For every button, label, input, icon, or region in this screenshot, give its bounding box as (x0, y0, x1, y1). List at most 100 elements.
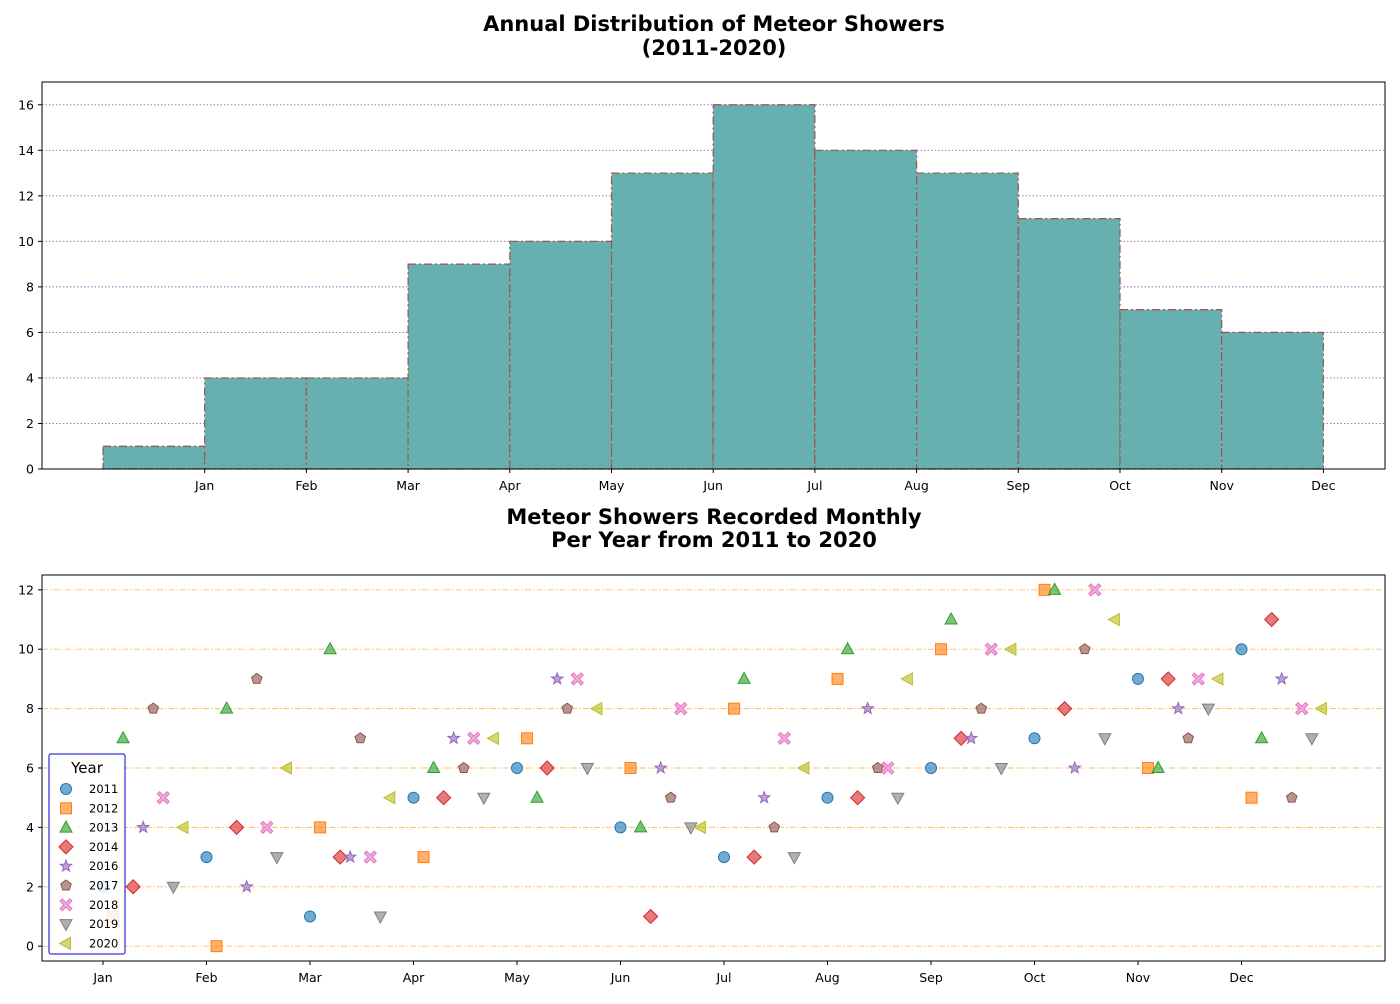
chart-1-bar (1119, 309, 1223, 470)
chart-2-point (210, 940, 223, 953)
chart-2-point (239, 879, 254, 893)
chart-2-point (1132, 672, 1144, 685)
chart-2-point (737, 671, 751, 684)
chart-1-bar (1221, 331, 1324, 470)
chart-1-x-tick-label: Sep (1007, 478, 1031, 493)
chart-2-point (1210, 672, 1224, 686)
chart-1-group: Annual Distribution of Meteor Showers(20… (18, 12, 1386, 493)
chart-2-point (1088, 583, 1102, 597)
chart-2-legend-marker (58, 839, 74, 855)
chart-2-point (332, 849, 348, 865)
chart-2-legend-marker (59, 898, 73, 912)
chart-2-point (304, 910, 316, 923)
chart-2-point (975, 702, 988, 714)
chart-2-point (1274, 671, 1289, 685)
chart-2-point (373, 911, 388, 925)
chart-2-point (1003, 642, 1017, 657)
chart-2-title-line: Meteor Showers Recorded Monthly (506, 505, 922, 529)
chart-2-point (777, 731, 791, 746)
chart-2-point (849, 789, 866, 806)
chart-2-point (1151, 760, 1165, 773)
chart-2-x-tick-label: Jul (715, 970, 731, 985)
chart-2-point (1245, 791, 1258, 804)
chart-2-point (796, 761, 810, 775)
chart-2-legend-marker (59, 919, 73, 932)
chart-2-series (166, 703, 1319, 925)
chart-2-point (624, 762, 637, 774)
chart-2-point (1235, 643, 1248, 656)
chart-2-point (1038, 583, 1051, 596)
chart-2-point (561, 702, 574, 714)
chart-2-point (900, 672, 913, 686)
chart-2-point (570, 672, 584, 686)
chart-2-point (881, 761, 895, 775)
chart-2-point (693, 820, 706, 835)
chart-2-point (871, 761, 884, 773)
chart-2-point (354, 732, 367, 744)
chart-2-point (156, 790, 170, 805)
chart-2-point (539, 760, 555, 776)
chart-2-point (200, 851, 213, 864)
chart-2-point (457, 761, 470, 773)
chart-2-legend-label: 2020 (89, 936, 118, 950)
chart-2-x-tick-label: Dec (1229, 970, 1253, 985)
chart-2-point (860, 701, 875, 715)
chart-2-legend-label: 2019 (89, 917, 118, 931)
chart-2-x-tick-label: May (504, 970, 530, 985)
chart-2-y-tick-label: 12 (18, 582, 34, 597)
chart-2-point (589, 701, 603, 716)
chart-1-x-tick-label: Aug (904, 478, 928, 493)
chart-1-x-tick-label: Jun (702, 478, 723, 493)
chart-2-point (1285, 791, 1298, 803)
chart-2-point (1182, 732, 1195, 744)
chart-2-point (831, 672, 844, 685)
chart-2-point (1295, 701, 1309, 716)
chart-2-point (746, 849, 762, 865)
chart-1-bar (407, 263, 511, 470)
chart-2-x-tick-label: Feb (195, 970, 217, 985)
chart-2-point (768, 821, 781, 833)
chart-2-point (1171, 701, 1186, 715)
chart-2-point (476, 792, 491, 806)
chart-1-y-tick-label: 16 (18, 97, 34, 112)
chart-2-point (1097, 733, 1112, 746)
chart-2-legend-marker (60, 783, 72, 795)
chart-1-x-tick-label: Dec (1311, 478, 1335, 493)
chart-2-point (1047, 582, 1062, 595)
chart-2-point (530, 790, 544, 803)
chart-1-x-tick-label: Apr (499, 478, 521, 493)
chart-2-legend-label: 2018 (89, 898, 118, 912)
chart-2-point (964, 730, 979, 745)
chart-1-x-tick-label: Jul (806, 478, 822, 493)
chart-2-legend-marker (58, 936, 71, 951)
chart-1-bar (204, 377, 307, 470)
chart-2-point (175, 820, 189, 835)
chart-1-y-tick-label: 12 (18, 188, 34, 203)
chart-2-point (435, 789, 452, 806)
chart-2-series (156, 583, 1309, 864)
chart-2-point (984, 642, 998, 656)
chart-2-point (260, 820, 274, 835)
chart-1-title-line: Annual Distribution of Meteor Showers (483, 12, 945, 36)
chart-2-point (363, 850, 377, 864)
chart-2-point (279, 761, 292, 775)
chart-1-bar (102, 445, 206, 470)
chart-2-point (1191, 672, 1205, 686)
chart-2-point (840, 641, 855, 655)
chart-2-point (718, 851, 730, 864)
chart-2-point (935, 643, 948, 656)
chart-1-x-tick-label: Jan (194, 478, 214, 493)
chart-2-point (550, 671, 565, 685)
chart-2-point (787, 852, 802, 865)
chart-2-point (467, 731, 481, 746)
chart-2-point (125, 879, 141, 895)
chart-1-bar (1017, 217, 1121, 470)
chart-2-point (116, 730, 130, 744)
chart-1-x-tick-label: Mar (396, 478, 420, 493)
chart-2-series (136, 671, 1289, 893)
chart-2-point (1254, 730, 1269, 744)
chart-2-legend-label: 2012 (89, 801, 118, 815)
chart-2-point (633, 819, 648, 833)
